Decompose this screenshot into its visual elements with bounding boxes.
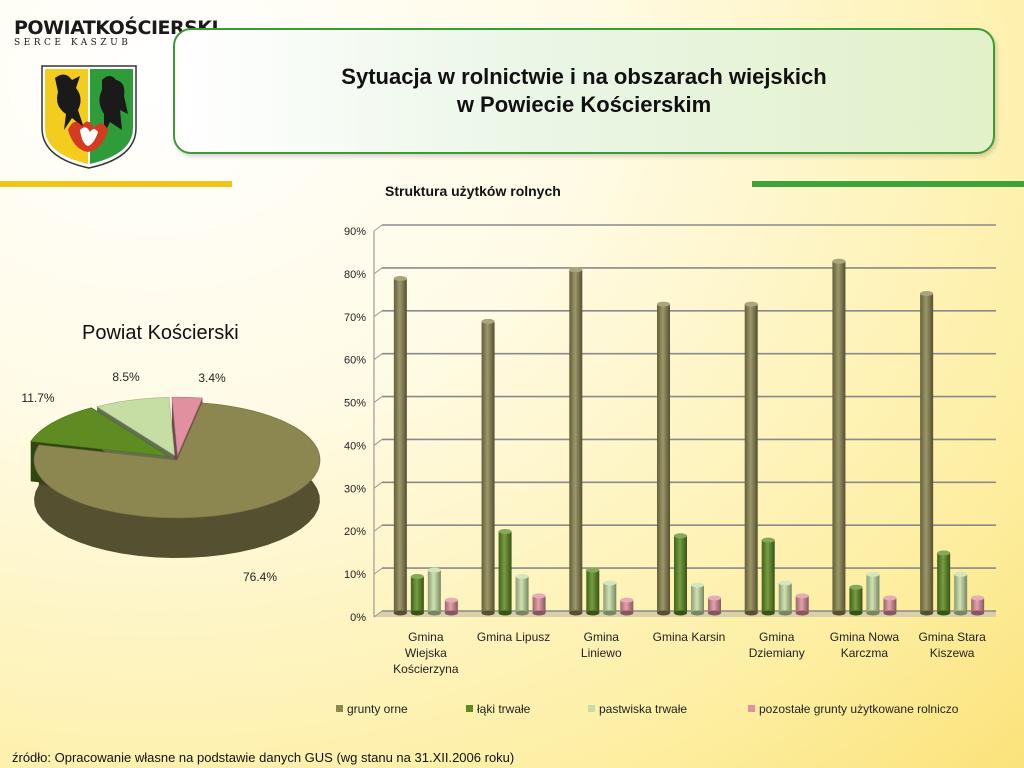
pie-chart-title: Powiat Kościerski: [82, 322, 239, 344]
bar: [444, 597, 458, 616]
bar: [427, 567, 441, 616]
pie-slice: [33, 402, 321, 519]
gridline-depth: [373, 524, 383, 532]
bar: [866, 571, 880, 616]
bar: [971, 595, 985, 616]
legend-swatch: [466, 705, 473, 712]
gridline-depth: [373, 396, 383, 403]
x-tick-label: Gmina Dziemiany: [749, 630, 805, 660]
y-tick-label: 60%: [344, 355, 366, 367]
pie-slice: [171, 396, 203, 457]
divider-green: [752, 181, 1024, 187]
logo-line-1: POWIATKOŚCIERSKI: [14, 17, 219, 39]
pie-slice: [30, 407, 170, 457]
y-tick-label: 80%: [344, 269, 366, 281]
bar: [954, 571, 968, 616]
logo-line-2: SERCE KASZUB: [14, 38, 132, 48]
bar: [569, 267, 583, 616]
x-tick-label: Gmina Nowa Karczma: [830, 630, 900, 660]
bar: [481, 318, 495, 616]
gridline-depth: [373, 567, 383, 575]
title-box: Sytuacja w rolnictwie i na obszarach wie…: [173, 28, 995, 154]
bar-chart: 0% 10% 20% 30% 40% 50% 60% 70% 80% 90% Gmina Wiejsk…: [336, 224, 996, 716]
pie-data-label: 76.4%: [243, 570, 277, 584]
bar: [708, 595, 721, 616]
bar: [515, 574, 529, 616]
bar: [498, 529, 512, 616]
bar: [795, 593, 809, 616]
gridline-depth: [373, 267, 383, 275]
pie-data-label: 3.4%: [198, 371, 226, 385]
legend-entry: grunty orne: [347, 702, 408, 716]
legend-swatch: [336, 705, 343, 712]
gridline-depth: [373, 610, 383, 618]
bar: [620, 597, 634, 616]
bar: [761, 537, 775, 616]
x-tick-label: Gmina Wiejska Kościerzyna: [393, 630, 459, 676]
bar: [586, 567, 600, 616]
legend-entry: pozostałe grunty użytkowane rolniczo: [759, 702, 959, 716]
pie-chart: 76.4% 11.7% 8.5% 3.4%: [21, 370, 321, 584]
bar: [691, 582, 704, 616]
gridline-depth: [373, 481, 383, 489]
coat-of-arms-logo: [41, 65, 137, 169]
pie-slice: [96, 397, 175, 457]
bar: [937, 550, 951, 616]
bar: [603, 580, 617, 616]
y-tick-label: 40%: [344, 440, 366, 452]
bar-chart-title: Struktura użytków rolnych: [385, 183, 561, 199]
pie-data-label: 8.5%: [112, 370, 140, 384]
pie-data-label: 11.7%: [21, 391, 54, 405]
shield-icon: [41, 65, 137, 169]
bar: [532, 593, 546, 616]
x-tick-label: Gmina Stara Kiszewa: [918, 630, 986, 660]
gridline-depth: [373, 353, 383, 361]
legend-swatch: [748, 705, 755, 712]
bar: [778, 580, 792, 616]
legend-swatch: [588, 705, 595, 712]
bar: [657, 301, 670, 616]
y-tick-label: 30%: [344, 483, 366, 495]
bar: [393, 275, 407, 616]
bar: [832, 258, 846, 616]
bar: [883, 595, 897, 616]
x-tick-label: Gmina Liniewo: [581, 630, 622, 660]
x-tick-label: Gmina Lipusz: [477, 630, 550, 644]
gridline-depth: [373, 310, 383, 318]
source-note: źródło: Opracowanie własne na podstawie …: [12, 750, 515, 765]
bar: [744, 301, 758, 616]
gridline-depth: [373, 439, 383, 446]
bar: [410, 574, 424, 616]
bar: [920, 290, 934, 616]
divider-yellow: [0, 181, 232, 187]
legend-entry: łąki trwałe: [477, 702, 531, 716]
page-title-line-2: w Powiecie Kościerskim: [456, 92, 712, 117]
x-tick-label: Gmina Karsin: [653, 630, 726, 644]
page-title-line-1: Sytuacja w rolnictwie i na obszarach wie…: [341, 64, 827, 89]
y-tick-label: 70%: [344, 312, 366, 324]
y-tick-label: 20%: [344, 526, 366, 538]
bar: [849, 584, 863, 616]
y-tick-label: 10%: [344, 569, 366, 581]
bar: [674, 533, 687, 616]
legend-entry: pastwiska trwałe: [599, 702, 687, 716]
y-tick-label: 0%: [350, 612, 366, 624]
y-tick-label: 50%: [344, 398, 366, 410]
y-tick-label: 90%: [344, 226, 366, 238]
gridline-depth: [373, 224, 383, 232]
logo-wordmark: POWIATKOŚCIERSKI SERCE KASZUB: [14, 17, 219, 48]
